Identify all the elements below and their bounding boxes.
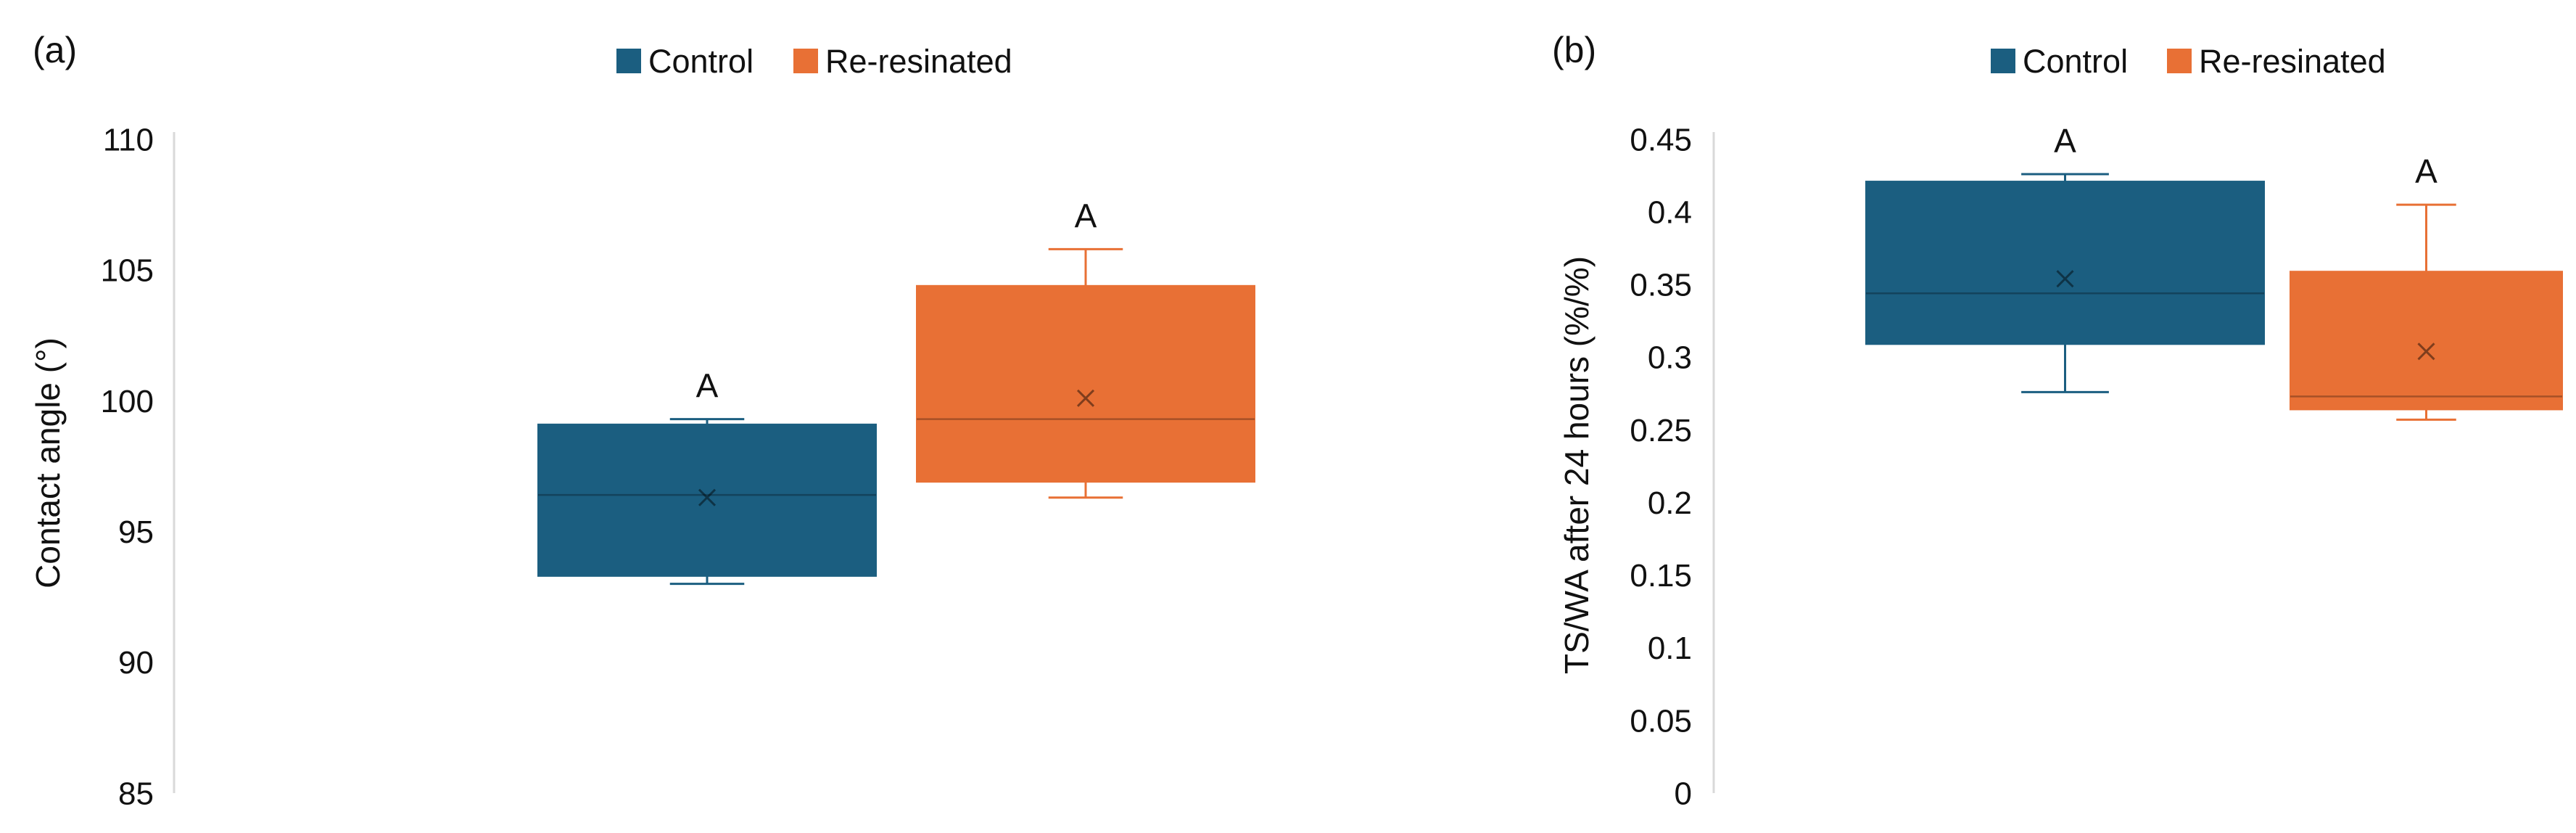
- panel-a-label: (a): [33, 30, 77, 70]
- panel-a-legend-label-re-resinated: Re-resinated: [825, 43, 1012, 80]
- panel-b-y-tick-label: 0.15: [1630, 558, 1692, 594]
- panel-b-y-tick-label: 0.45: [1630, 122, 1692, 157]
- panel-a-y-tick-label: 100: [101, 384, 154, 419]
- panel-a-legend-label-control: Control: [648, 43, 754, 80]
- panel-b-label: (b): [1552, 30, 1596, 70]
- panel-a-y-tick-label: 95: [118, 514, 154, 550]
- panel-b-y-tick-label: 0.2: [1648, 485, 1692, 521]
- panel-a-y-tick-label: 90: [118, 645, 154, 681]
- significance-letter: A: [1075, 197, 1097, 234]
- panel-b-legend-label-control: Control: [2023, 43, 2128, 80]
- panel-b-y-axis-label: TS/WA after 24 hours (%/%): [1558, 256, 1595, 674]
- mean-marker: [698, 488, 717, 506]
- panel-b-y-tick-label: 0.05: [1630, 703, 1692, 739]
- panel-a-y-tick-label: 105: [101, 253, 154, 289]
- panel-b-y-tick-label: 0.25: [1630, 413, 1692, 448]
- panel-b-y-tick-label: 0.35: [1630, 268, 1692, 303]
- panel-a-y-ticks: 85 90 95 100 105 110: [101, 122, 154, 811]
- panel-b-legend-label-re-resinated: Re-resinated: [2199, 43, 2386, 80]
- panel-b-y-tick-label: 0.1: [1648, 631, 1692, 666]
- panel-b-boxes: AA: [1865, 122, 2563, 421]
- mean-marker: [2056, 270, 2074, 288]
- panel-a-box-control: A: [537, 367, 877, 586]
- panel-b-box-control: A: [1865, 122, 2265, 393]
- panel-b-y-ticks: 0 0.05 0.1 0.15 0.2 0.25 0.3 0.35 0.4 0.45: [1630, 122, 1692, 811]
- panel-a-legend: Control Re-resinated: [616, 43, 1012, 80]
- panel-a-chart: (a) Control Re-resinated 85 90 95 100 105 110…: [29, 30, 1255, 811]
- significance-letter: A: [2415, 152, 2437, 190]
- panel-a-legend-swatch-control: [616, 49, 641, 73]
- mean-marker: [1076, 389, 1095, 407]
- mean-marker: [2417, 342, 2435, 361]
- panel-a-boxes: AA: [537, 197, 1255, 586]
- significance-letter: A: [696, 367, 719, 405]
- box-body: [1865, 181, 2265, 345]
- panel-a-y-axis-label: Contact angle (°): [29, 337, 67, 588]
- panel-b-y-tick-label: 0.3: [1648, 340, 1692, 376]
- panel-a-y-tick-label: 85: [118, 776, 154, 811]
- significance-letter: A: [2054, 122, 2076, 160]
- box-body: [2290, 271, 2563, 411]
- panel-b-legend-swatch-re-resinated: [2167, 49, 2192, 73]
- panel-a-y-tick-label: 110: [103, 122, 154, 157]
- box-body: [916, 284, 1255, 483]
- panel-a-legend-swatch-re-resinated: [793, 49, 818, 73]
- panel-a-box-re-resinated: A: [916, 197, 1255, 499]
- panel-b-y-tick-label: 0: [1675, 776, 1692, 811]
- panel-b-chart: (b) Control Re-resinated 0 0.05 0.1 0.15 0.2…: [1552, 30, 2563, 811]
- box-body: [537, 423, 877, 577]
- panel-b-box-re-resinated: A: [2290, 152, 2563, 421]
- panel-b-legend: Control Re-resinated: [1991, 43, 2386, 80]
- panel-b-legend-swatch-control: [1991, 49, 2015, 73]
- panel-b-y-tick-label: 0.4: [1648, 195, 1692, 231]
